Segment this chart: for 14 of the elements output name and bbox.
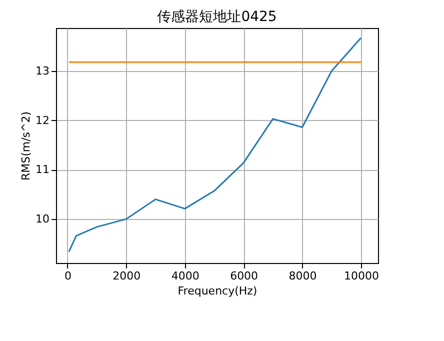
y-tick-label: 12 bbox=[36, 114, 50, 127]
x-tick-label: 10000 bbox=[344, 270, 379, 282]
x-tick-label: 8000 bbox=[288, 270, 317, 282]
x-tick-label: 6000 bbox=[230, 270, 258, 282]
x-axis-title: Frequency(Hz) bbox=[178, 284, 258, 298]
x-tick-label: 2000 bbox=[112, 270, 141, 282]
y-tick-label: 10 bbox=[36, 212, 50, 226]
y-tick-label: 13 bbox=[36, 64, 50, 78]
y-tick-label: 11 bbox=[36, 163, 50, 176]
line-series bbox=[68, 37, 362, 252]
chart-title: 传感器短地址0425 bbox=[157, 9, 277, 25]
y-axis-title: RMS(m/s^2) bbox=[20, 111, 33, 181]
x-tick-label: 0 bbox=[64, 270, 72, 282]
x-tick-label: 4000 bbox=[171, 270, 200, 282]
